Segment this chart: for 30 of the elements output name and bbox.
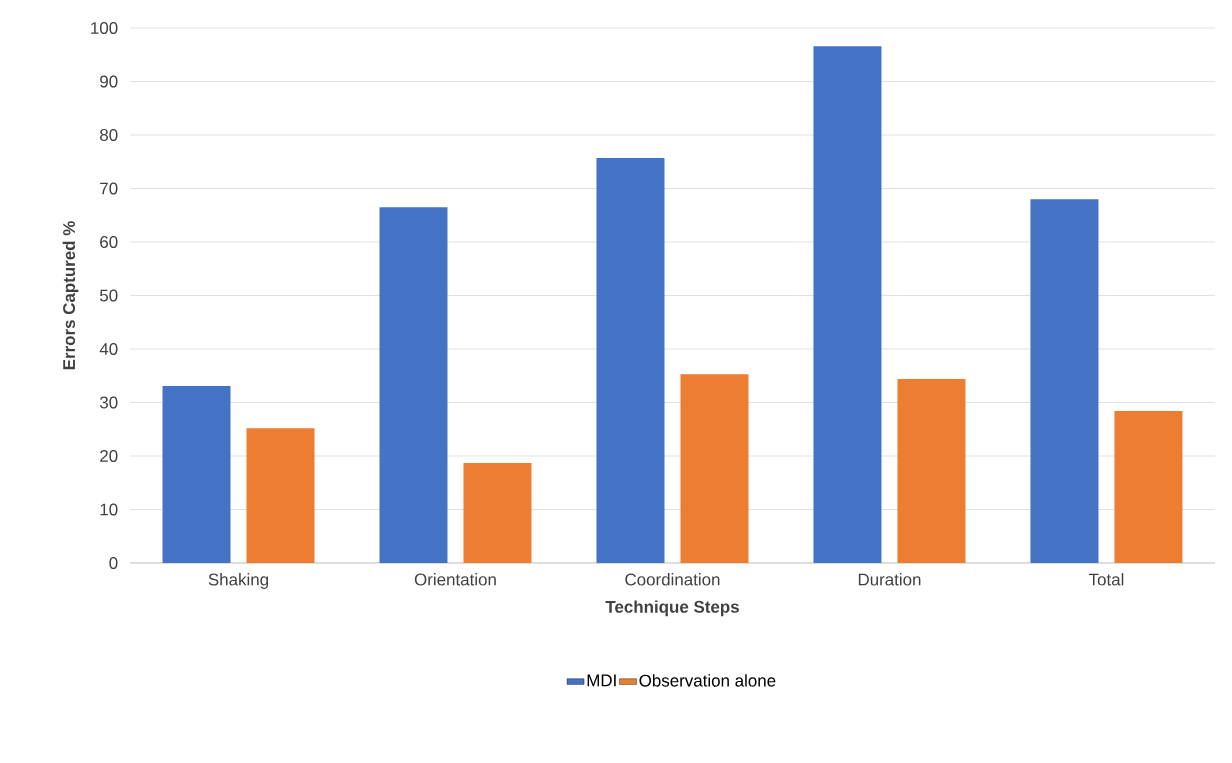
bar [463,462,532,563]
y-tick-label: 20 [100,450,118,462]
bar [162,385,231,563]
legend-label: Observation alone [639,674,776,687]
x-tick-label: Shaking [208,573,268,589]
y-tick-label: 10 [100,503,118,516]
x-tick-label: Duration [858,573,921,586]
bar [379,207,448,563]
y-tick-label: 100 [91,22,118,34]
y-tick-label: 90 [100,75,118,88]
y-tick-label: 0 [109,557,118,569]
bar [596,158,665,563]
x-tick-label: Total [1088,573,1124,586]
y-axis-title: Errors Captured % [62,221,79,370]
x-tick-label: Orientation [414,573,496,586]
bar [897,378,966,563]
y-tick-label: 60 [100,236,118,248]
x-tick-label: Coordination [625,573,720,586]
y-tick-label: 70 [100,182,118,195]
y-tick-label: 80 [100,129,118,141]
legend-label: MDI [587,674,616,687]
y-tick-label: 30 [99,396,118,409]
bar [1114,411,1183,563]
bar [813,46,882,563]
bar [1030,199,1099,563]
x-axis-title: Technique Steps [605,600,739,617]
bar [680,374,749,563]
bar [246,428,315,563]
y-tick-label: 50 [99,289,118,302]
y-tick-label: 40 [99,343,118,355]
